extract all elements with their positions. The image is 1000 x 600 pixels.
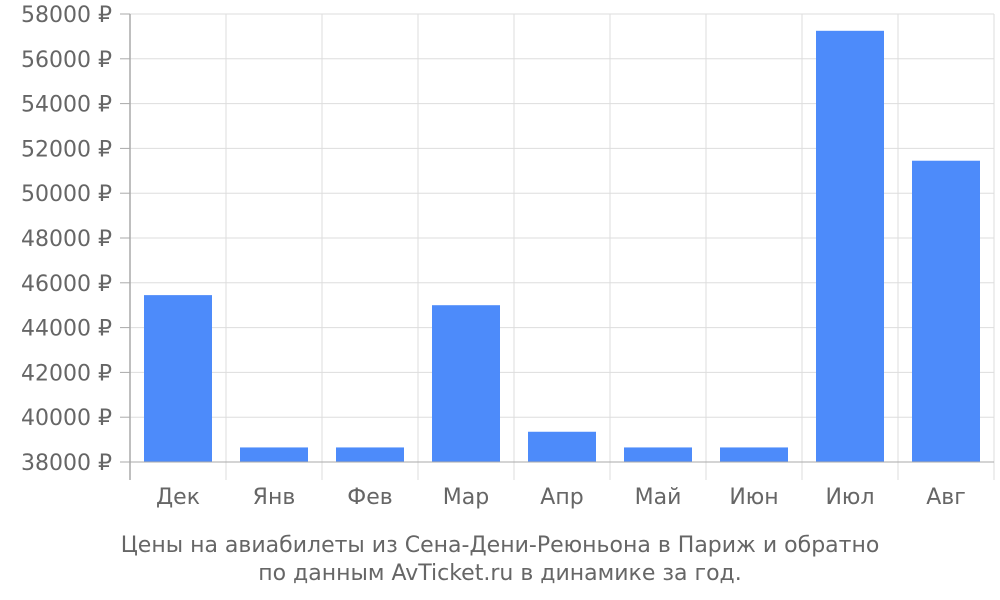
y-tick-label: 50000 ₽	[21, 182, 112, 207]
x-tick-label: Июн	[729, 485, 778, 510]
caption-line-1: Цены на авиабилеты из Сена-Дени-Реюньона…	[120, 533, 880, 558]
x-tick-label: Фев	[347, 485, 392, 510]
axes	[120, 13, 995, 480]
bars	[144, 30, 980, 463]
y-tick-label: 52000 ₽	[21, 137, 112, 162]
y-tick-label: 54000 ₽	[21, 93, 112, 118]
x-tick-label: Янв	[253, 485, 296, 510]
x-tick-label: Дек	[156, 485, 200, 510]
y-tick-labels: 38000 ₽ 40000 ₽ 42000 ₽ 44000 ₽ 46000 ₽ 48000…	[21, 3, 112, 476]
bar-3	[336, 447, 404, 462]
bar-4	[432, 305, 500, 462]
bar-1	[144, 295, 212, 462]
x-tick-labels: Дек Янв Фев Мар Апр Май Июн Июл Авг	[156, 485, 966, 510]
bar-2	[240, 447, 308, 462]
x-tick-label: Мар	[443, 485, 489, 510]
bar-8	[816, 30, 884, 463]
caption-line-2: по данным AvTicket.ru в динамике за год.	[258, 561, 742, 586]
x-tick-label: Апр	[540, 485, 583, 510]
price-bar-chart: 38000 ₽ 40000 ₽ 42000 ₽ 44000 ₽ 46000 ₽ 48000…	[21, 3, 995, 510]
bar-7	[720, 447, 788, 462]
y-tick-label: 38000 ₽	[21, 451, 112, 476]
chart-caption: Цены на авиабилеты из Сена-Дени-Реюньона…	[0, 532, 1000, 588]
y-tick-label: 56000 ₽	[21, 48, 112, 73]
bar-5	[528, 431, 596, 462]
grid-lines	[130, 13, 995, 463]
x-tick-label: Авг	[926, 485, 966, 510]
y-tick-label: 46000 ₽	[21, 272, 112, 297]
x-tick-label: Май	[635, 485, 682, 510]
bar-6	[624, 447, 692, 462]
y-tick-label: 42000 ₽	[21, 361, 112, 386]
bar-9	[912, 160, 980, 462]
y-tick-label: 40000 ₽	[21, 406, 112, 431]
y-tick-label: 58000 ₽	[21, 3, 112, 28]
x-tick-label: Июл	[825, 485, 874, 510]
y-tick-label: 44000 ₽	[21, 317, 112, 342]
y-tick-label: 48000 ₽	[21, 227, 112, 252]
